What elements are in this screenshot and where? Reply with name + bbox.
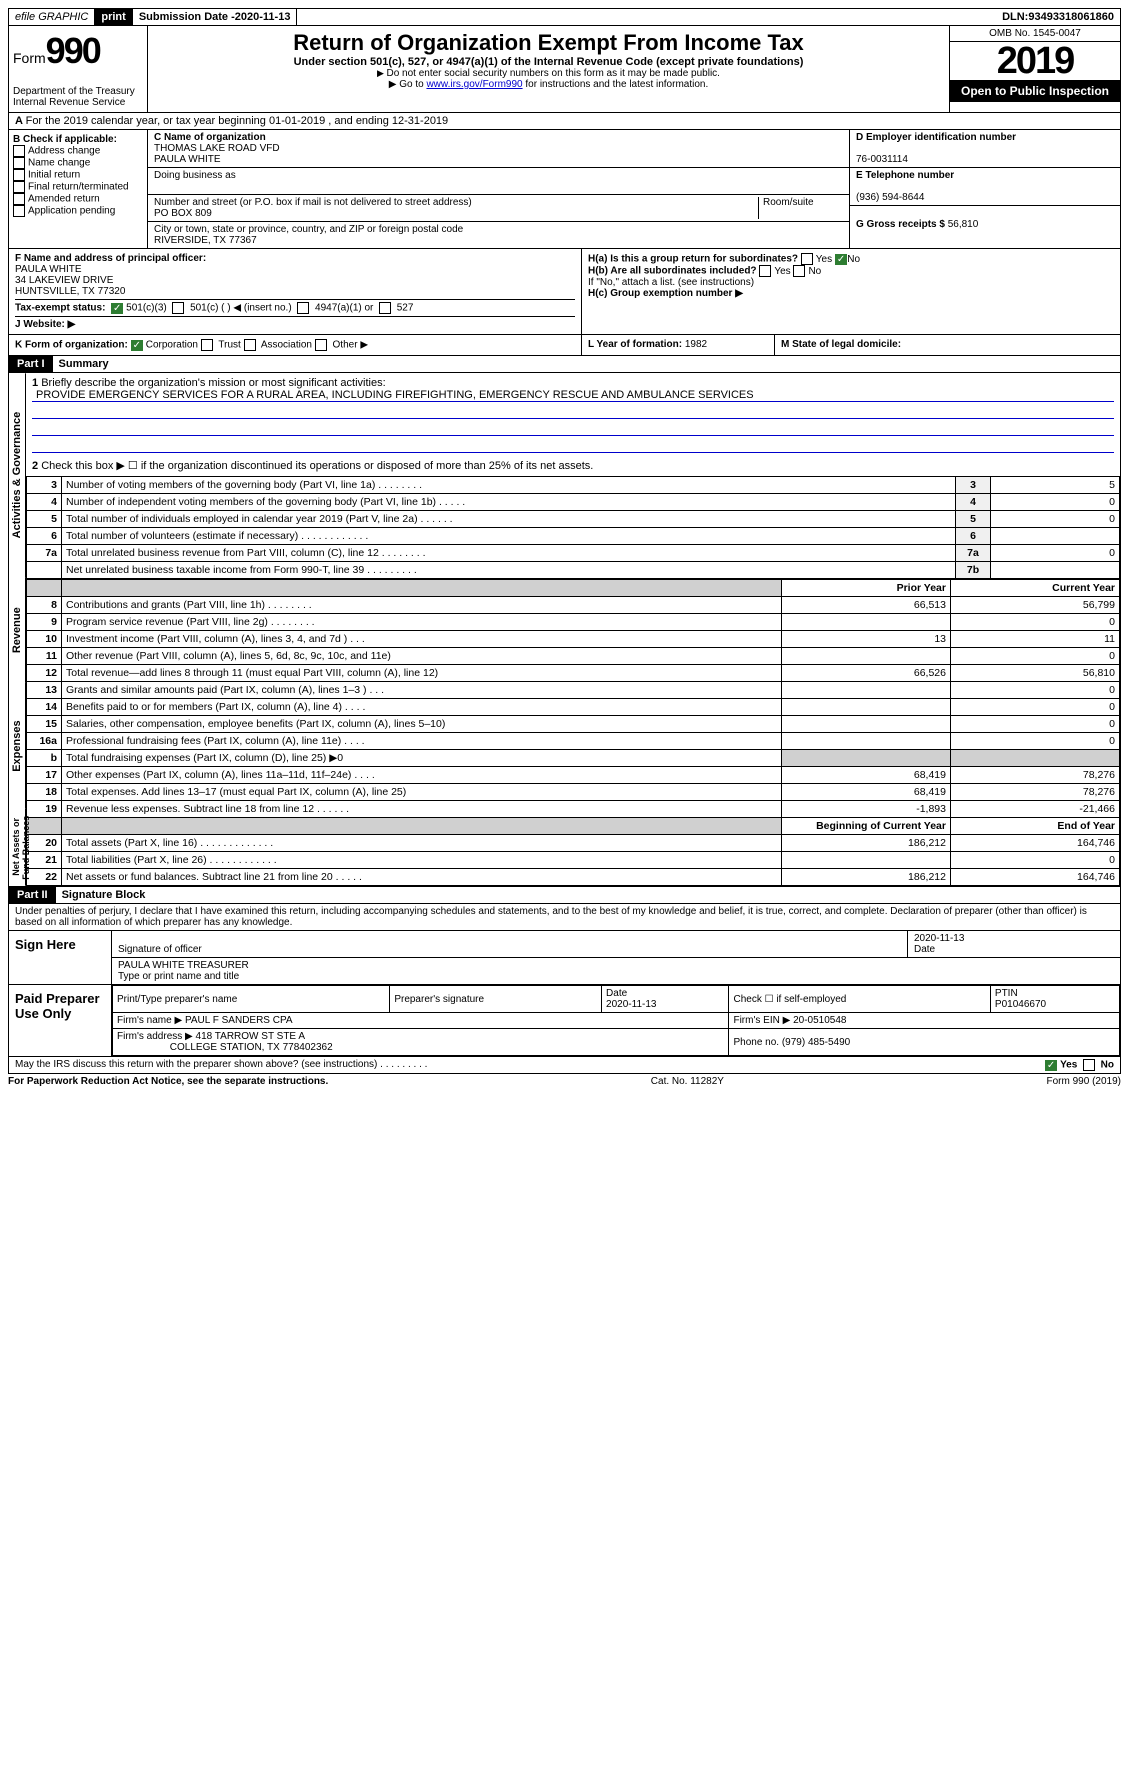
checkbox-name-change[interactable]: Name change	[13, 157, 143, 169]
form-subtitle-3: ▶ Go to www.irs.gov/Form990 for instruct…	[152, 79, 945, 90]
part-1-body: Activities & Governance Revenue Expenses…	[8, 373, 1121, 887]
tax-year: 2019	[950, 42, 1120, 80]
signature-block: Sign Here Signature of officer2020-11-13…	[8, 931, 1121, 1057]
form-word: Form	[13, 50, 46, 66]
org-city: RIVERSIDE, TX 77367	[154, 235, 843, 246]
section-F-H: F Name and address of principal officer:…	[8, 249, 1121, 335]
form-title: Return of Organization Exempt From Incom…	[152, 30, 945, 56]
telephone: (936) 594-8644	[856, 192, 1114, 203]
side-net: Net Assets or Fund Balances	[9, 809, 26, 886]
form-subtitle-1: Under section 501(c), 527, or 4947(a)(1)…	[152, 56, 945, 68]
summary-table-two: Prior YearCurrent Year8Contributions and…	[26, 579, 1120, 886]
website-field: J Website: ▶	[15, 316, 575, 330]
open-public: Open to Public Inspection	[950, 80, 1120, 102]
section-A: A For the 2019 calendar year, or tax yea…	[8, 113, 1121, 130]
year-formation: 1982	[685, 339, 707, 350]
section-K-L-M: K Form of organization: ✓ Corporation Tr…	[8, 335, 1121, 356]
side-governance: Activities & Governance	[9, 373, 26, 577]
checkbox-amended-return[interactable]: Amended return	[13, 193, 143, 205]
dln: DLN: 93493318061860	[996, 9, 1120, 25]
section-B: B Check if applicable: Address changeNam…	[9, 130, 148, 248]
efile-label: efile GRAPHIC	[9, 9, 95, 25]
summary-table-single: 3Number of voting members of the governi…	[26, 476, 1120, 579]
form-number: 990	[46, 30, 100, 71]
checkbox-address-change[interactable]: Address change	[13, 145, 143, 157]
sig-date: 2020-11-13	[914, 933, 1114, 944]
ptin: P01046670	[995, 999, 1115, 1010]
section-C: C Name of organizationTHOMAS LAKE ROAD V…	[148, 130, 849, 248]
preparer-table: Print/Type preparer's namePreparer's sig…	[112, 985, 1120, 1056]
firm-name: PAUL F SANDERS CPA	[185, 1015, 293, 1026]
ein: 76-0031114	[856, 154, 1114, 165]
dept-treasury: Department of the Treasury	[13, 86, 143, 97]
form-header: Form990 Department of the Treasury Inter…	[8, 26, 1121, 113]
checkbox-initial-return[interactable]: Initial return	[13, 169, 143, 181]
print-button[interactable]: print	[95, 9, 132, 25]
dept-irs: Internal Revenue Service	[13, 97, 143, 108]
mission-statement: PROVIDE EMERGENCY SERVICES FOR A RURAL A…	[32, 389, 1114, 402]
penalties-text: Under penalties of perjury, I declare th…	[8, 904, 1121, 931]
org-name: THOMAS LAKE ROAD VFD	[154, 143, 843, 154]
section-DEG: D Employer identification number 76-0031…	[849, 130, 1120, 248]
side-revenue: Revenue	[9, 577, 26, 683]
checkbox-application-pending[interactable]: Application pending	[13, 205, 143, 217]
org-address: PO BOX 809	[154, 208, 758, 219]
firm-phone: (979) 485-5490	[782, 1037, 850, 1048]
checkbox-final-return/terminated[interactable]: Final return/terminated	[13, 181, 143, 193]
officer-typed: PAULA WHITE TREASURER	[118, 960, 1114, 971]
side-expenses: Expenses	[9, 683, 26, 809]
part-1-header: Part I Summary	[8, 356, 1121, 373]
submission-date: Submission Date - 2020-11-13	[133, 9, 298, 25]
officer-name: PAULA WHITE	[15, 264, 575, 275]
irs-link[interactable]: www.irs.gov/Form990	[426, 79, 522, 90]
top-bar: efile GRAPHIC print Submission Date - 20…	[8, 8, 1121, 26]
part-2-header: Part II Signature Block	[8, 887, 1121, 904]
discuss-row: May the IRS discuss this return with the…	[8, 1057, 1121, 1074]
entity-block: B Check if applicable: Address changeNam…	[8, 130, 1121, 249]
gross-receipts: 56,810	[948, 219, 979, 230]
form-subtitle-2: Do not enter social security numbers on …	[152, 68, 945, 79]
firm-ein: 20-0510548	[793, 1015, 846, 1026]
page-footer: For Paperwork Reduction Act Notice, see …	[8, 1074, 1121, 1089]
